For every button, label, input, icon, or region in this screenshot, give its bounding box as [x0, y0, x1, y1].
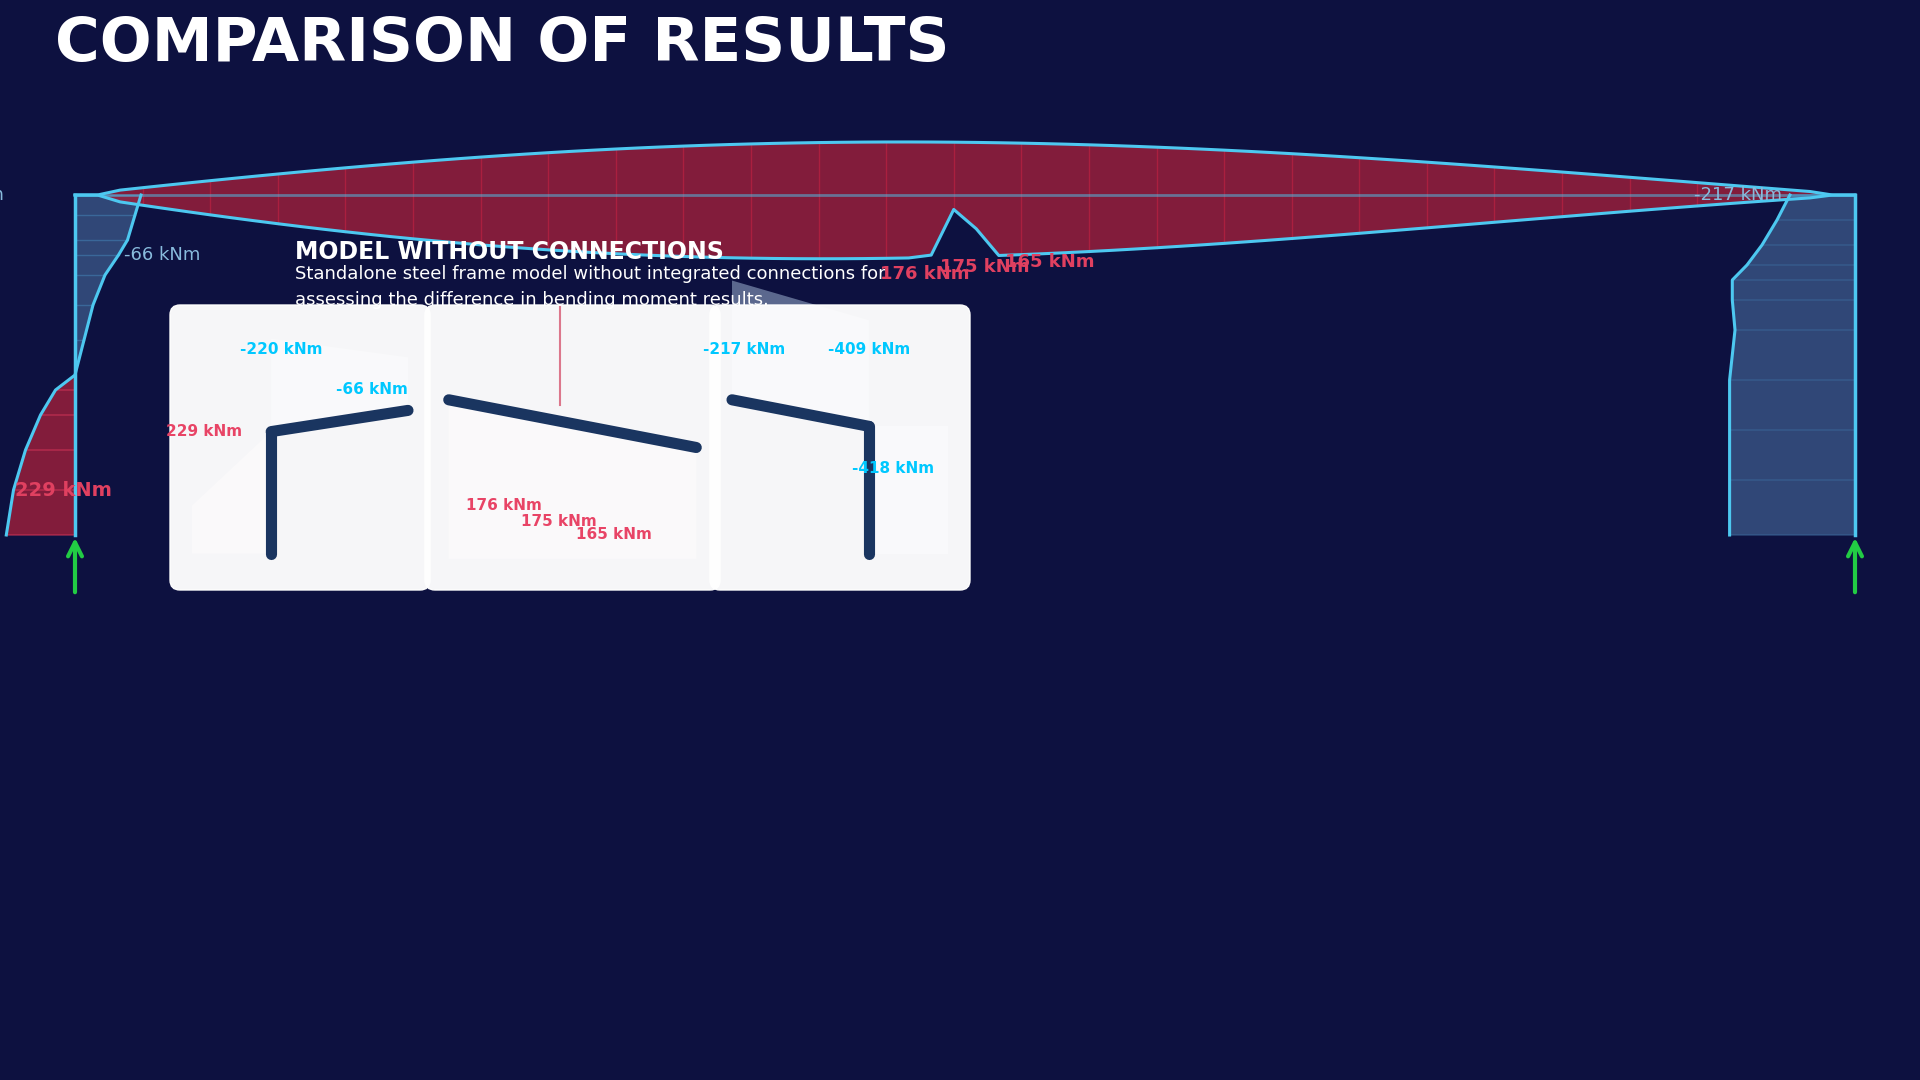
Text: 229 kNm: 229 kNm	[165, 424, 242, 440]
Text: 175 kNm: 175 kNm	[520, 514, 597, 529]
Text: Standalone steel frame model without integrated connections for
assessing the di: Standalone steel frame model without int…	[296, 265, 885, 309]
Polygon shape	[732, 281, 868, 427]
Text: -220 kNm: -220 kNm	[0, 186, 4, 204]
Text: 176 kNm: 176 kNm	[879, 265, 970, 283]
Text: -418 kNm: -418 kNm	[852, 461, 933, 476]
Polygon shape	[1730, 195, 1855, 535]
FancyBboxPatch shape	[424, 305, 720, 590]
Text: 175 kNm: 175 kNm	[941, 258, 1029, 276]
FancyBboxPatch shape	[710, 305, 970, 590]
Polygon shape	[75, 195, 140, 375]
Text: -66 kNm: -66 kNm	[123, 246, 200, 264]
Text: COMPARISON OF RESULTS: COMPARISON OF RESULTS	[56, 15, 950, 75]
Text: 165 kNm: 165 kNm	[576, 527, 651, 542]
Text: -220 kNm: -220 kNm	[240, 342, 323, 357]
Text: -409 kNm: -409 kNm	[828, 342, 910, 357]
Text: 165 kNm: 165 kNm	[1004, 253, 1094, 271]
Text: -217 kNm: -217 kNm	[1693, 186, 1782, 204]
Polygon shape	[75, 141, 1855, 259]
Polygon shape	[6, 375, 75, 535]
Polygon shape	[868, 427, 948, 553]
Text: -66 kNm: -66 kNm	[336, 381, 407, 396]
Polygon shape	[271, 339, 407, 432]
Text: 176 kNm: 176 kNm	[467, 498, 541, 513]
Text: MODEL WITHOUT CONNECTIONS: MODEL WITHOUT CONNECTIONS	[296, 240, 724, 264]
Text: -217 kNm: -217 kNm	[703, 342, 785, 357]
FancyBboxPatch shape	[171, 305, 430, 590]
Polygon shape	[192, 432, 271, 553]
Polygon shape	[449, 400, 697, 558]
Text: 229 kNm: 229 kNm	[15, 481, 111, 499]
